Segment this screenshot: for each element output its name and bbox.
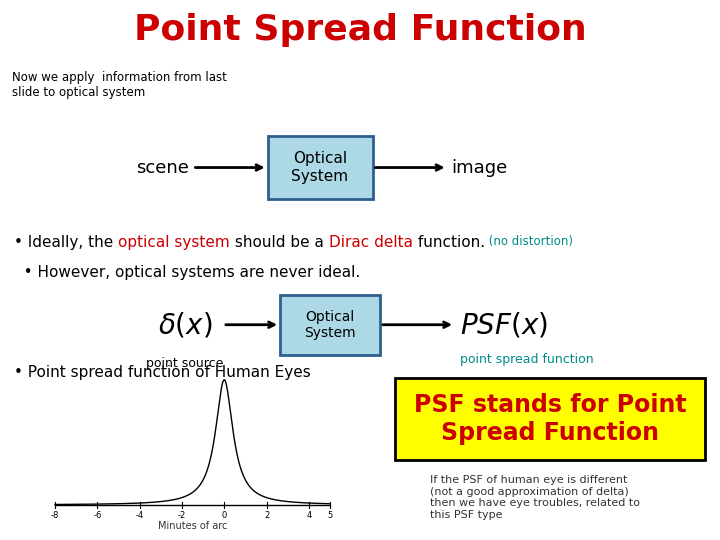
FancyBboxPatch shape [280,295,380,355]
Text: 4: 4 [306,511,312,520]
FancyBboxPatch shape [395,378,705,460]
Text: (no distortion): (no distortion) [485,234,572,248]
Text: -2: -2 [178,511,186,520]
Text: Point Spread Function: Point Spread Function [134,13,586,46]
Text: • However, optical systems are never ideal.: • However, optical systems are never ide… [14,265,360,280]
Text: -4: -4 [135,511,144,520]
Text: • Ideally, the: • Ideally, the [14,234,118,249]
Text: point source: point source [146,357,224,370]
Text: If the PSF of human eye is different
(not a good approximation of delta)
then we: If the PSF of human eye is different (no… [430,475,640,519]
Text: scene: scene [135,159,189,177]
Text: -8: -8 [51,511,59,520]
Text: -6: -6 [93,511,102,520]
Text: should be a: should be a [230,234,328,249]
Text: Optical
System: Optical System [304,309,356,340]
Text: image: image [451,159,508,177]
Text: Optical
System: Optical System [292,151,348,184]
Text: optical system: optical system [118,234,230,249]
Text: Now we apply  information from last
slide to optical system: Now we apply information from last slide… [12,71,227,99]
Text: $PSF(x)$: $PSF(x)$ [460,310,548,339]
Text: Minutes of arc: Minutes of arc [158,521,228,531]
Text: $\delta(x)$: $\delta(x)$ [158,310,212,339]
Text: point spread function: point spread function [460,353,593,366]
FancyBboxPatch shape [268,137,372,199]
Text: 2: 2 [264,511,269,520]
Text: 0: 0 [222,511,227,520]
Text: 5: 5 [328,511,333,520]
Text: Dirac delta: Dirac delta [328,234,413,249]
Text: • Point spread function of Human Eyes: • Point spread function of Human Eyes [14,365,311,380]
Text: PSF stands for Point
Spread Function: PSF stands for Point Spread Function [414,393,686,445]
Text: function.: function. [413,234,485,249]
